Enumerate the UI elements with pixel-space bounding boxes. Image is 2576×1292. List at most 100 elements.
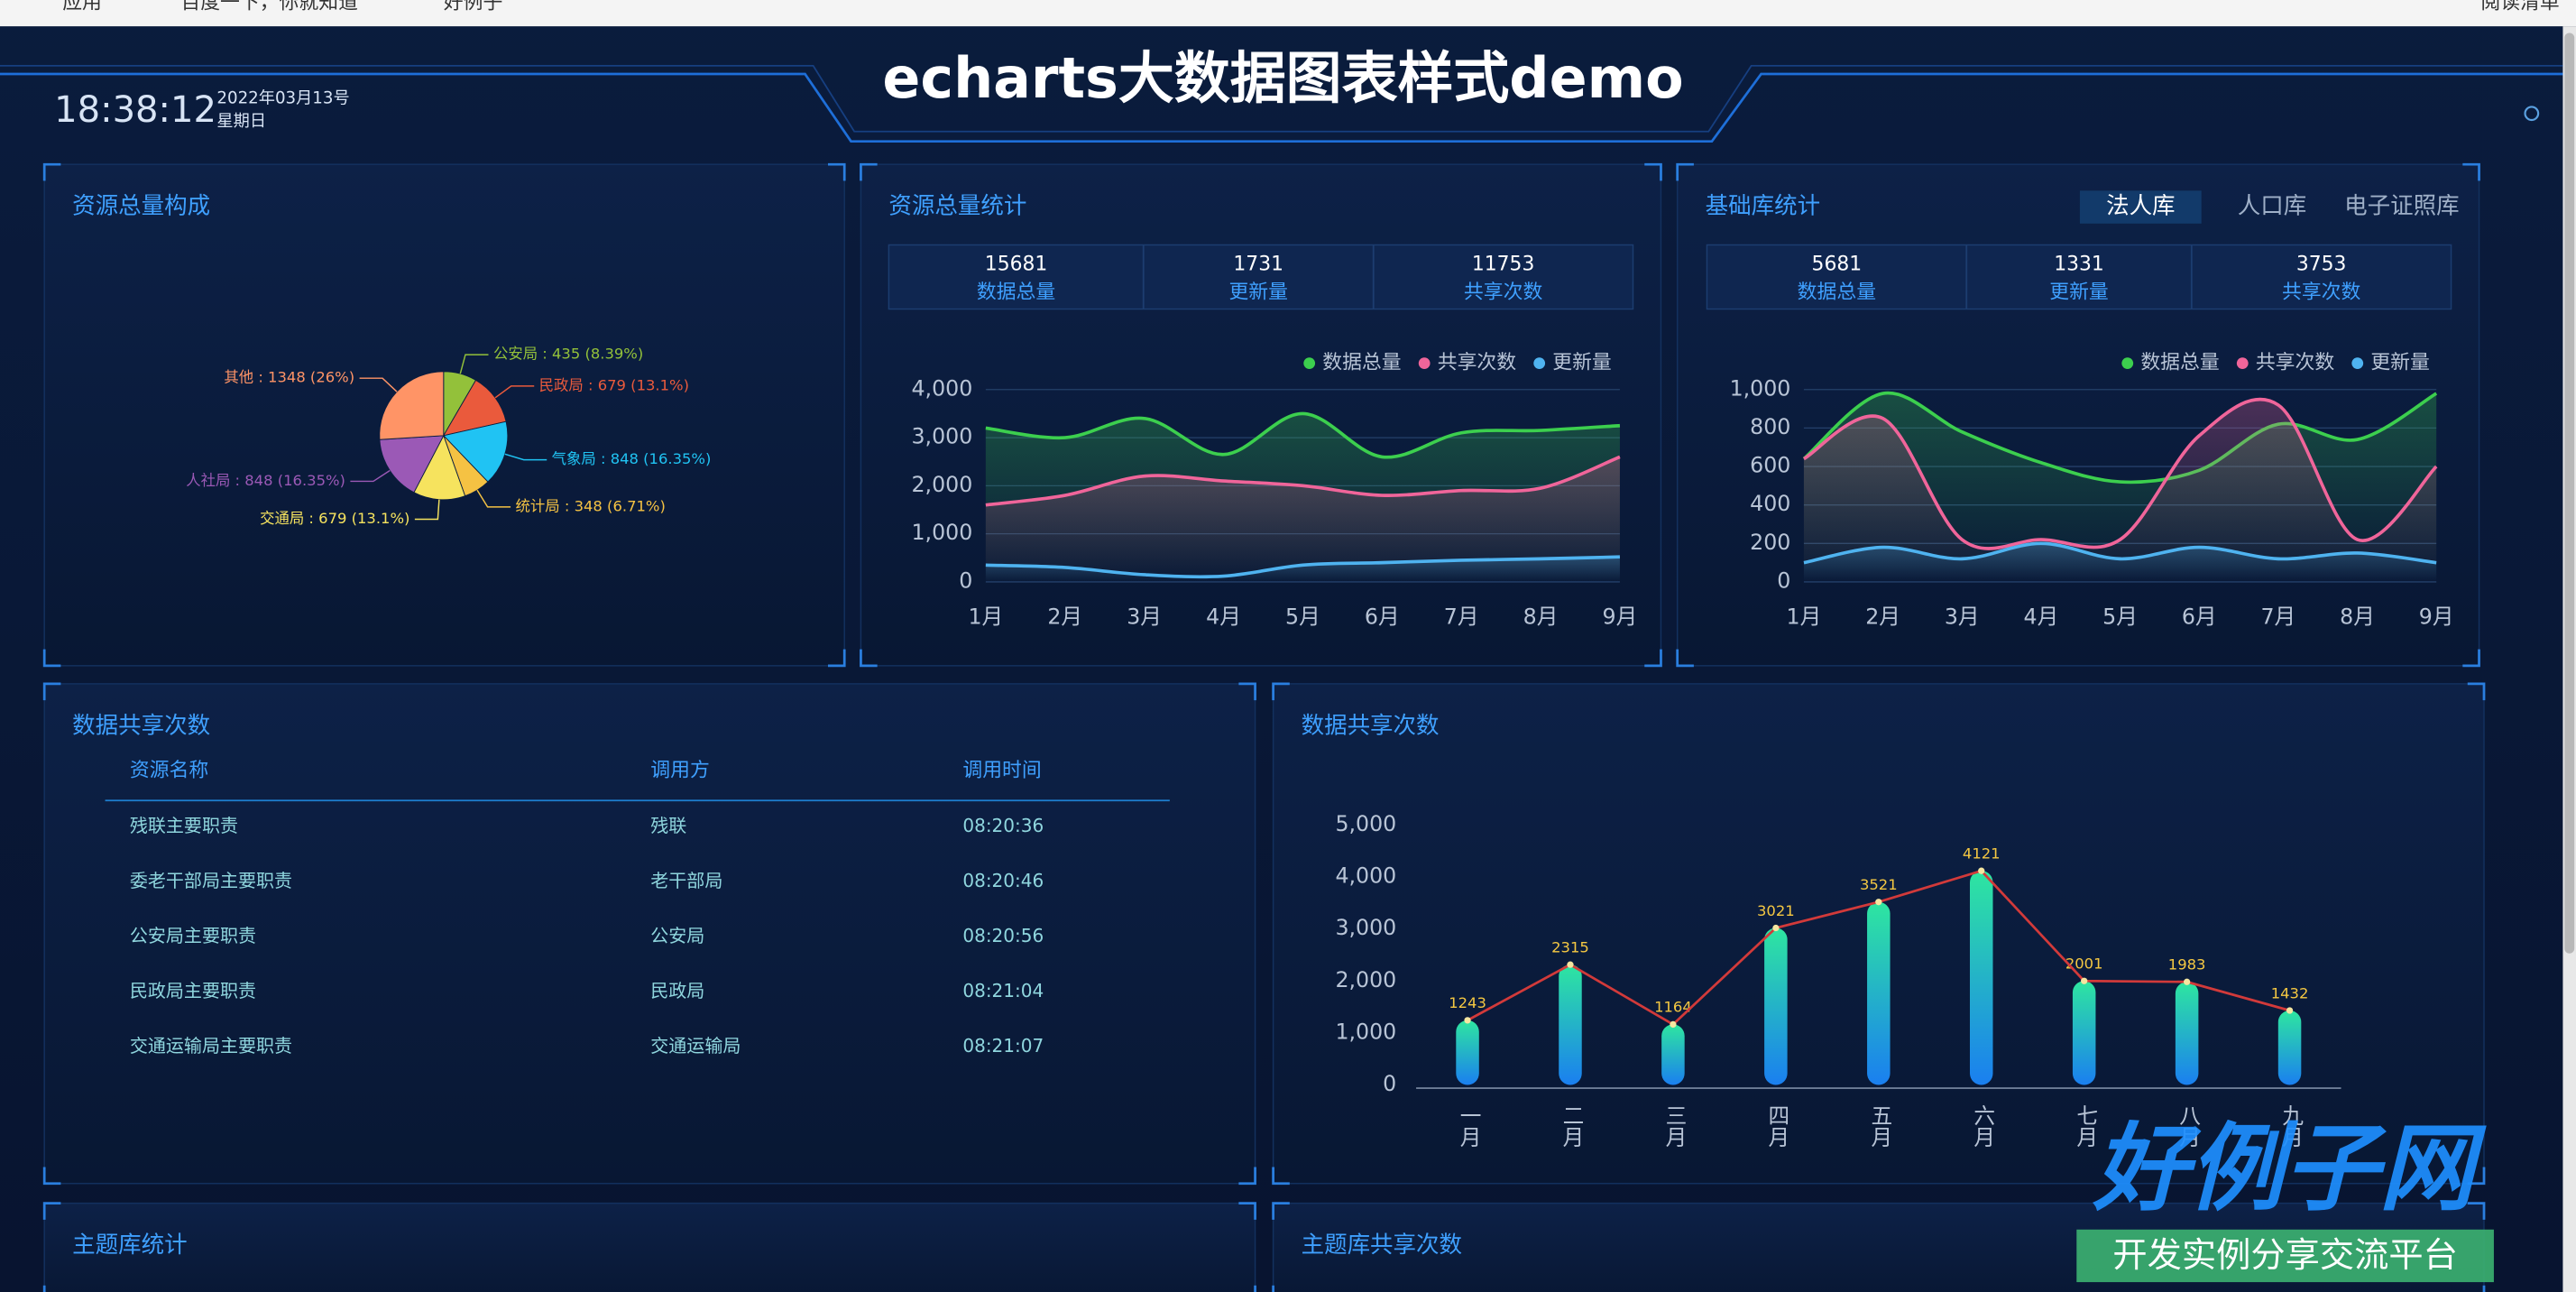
legend-marker[interactable]: [2236, 357, 2249, 370]
y-tick-label: 600: [1750, 453, 1790, 478]
pie-leader: [494, 385, 535, 399]
table-cell: 08:21:07: [962, 1035, 1044, 1057]
bookmark[interactable]: 百度一下，你就知道: [180, 0, 358, 14]
legend-label[interactable]: 数据总量: [1322, 352, 1401, 374]
x-tick-label: 七月: [2073, 1104, 2098, 1148]
stat-label: 共享次数: [1464, 281, 1543, 303]
bar: [2175, 982, 2199, 1085]
x-tick-label: 8月: [2340, 604, 2375, 630]
y-tick-label: 1,000: [1335, 1019, 1396, 1044]
table-cell: 交通运输局主要职责: [130, 1035, 292, 1057]
pie-label: 交通局 : 679 (13.1%): [260, 510, 409, 527]
bar-value-label: 1243: [1449, 994, 1486, 1011]
area: [1803, 399, 2437, 582]
bar-value-label: 2001: [2065, 955, 2103, 973]
area: [1803, 543, 2437, 582]
y-tick-label: 3,000: [1335, 915, 1396, 940]
tab[interactable]: 人口库: [2238, 193, 2307, 220]
bar-value-label: 3021: [1757, 902, 1795, 919]
pie-label: 气象局 : 848 (16.35%): [552, 450, 712, 467]
panel: [1676, 163, 2480, 667]
bar-value-label: 1432: [2271, 984, 2309, 1001]
watermark-slogan: 开发实例分享交流平台: [2112, 1235, 2457, 1276]
x-tick-label: 9月: [1603, 604, 1638, 630]
x-tick-label: 4月: [2024, 604, 2059, 630]
pie-leader: [414, 499, 440, 521]
table-cell: 交通运输局: [650, 1035, 741, 1057]
legend-marker[interactable]: [1303, 357, 1316, 370]
bookmark[interactable]: 应用: [62, 0, 102, 14]
stat-value: 15681: [985, 253, 1047, 275]
line: [1803, 541, 2437, 565]
pie-slice: [442, 379, 507, 437]
table-cell: 残联主要职责: [130, 815, 238, 836]
stat-value: 1331: [2054, 253, 2104, 275]
trend-point: [1567, 961, 1574, 968]
table-cell: 08:20:36: [962, 815, 1044, 836]
legend-label[interactable]: 更新量: [2370, 352, 2430, 374]
table-header: 资源名称: [130, 759, 208, 781]
panel-corner: [860, 162, 1662, 668]
table-cell: 民政局: [650, 980, 704, 1001]
x-tick-label: 5月: [1285, 604, 1320, 630]
location-icon[interactable]: [2524, 106, 2540, 122]
bar-value-label: 1164: [1654, 999, 1692, 1016]
x-tick-label: 1月: [1787, 604, 1822, 630]
x-tick-label: 5月: [2102, 604, 2138, 630]
panel-title: 基础库统计: [1706, 193, 1820, 220]
stat-label: 共享次数: [2282, 281, 2361, 303]
y-tick-label: 1,000: [1730, 375, 1791, 401]
legend-label[interactable]: 共享次数: [2256, 352, 2335, 374]
y-tick-label: 0: [1777, 568, 1790, 593]
clock: 18:38:12: [54, 89, 216, 131]
x-tick-label: 7月: [1444, 604, 1479, 630]
bar-value-label: 1983: [2168, 956, 2206, 974]
bookmark[interactable]: 好例子: [444, 0, 503, 14]
legend-marker[interactable]: [1533, 357, 1546, 370]
panel-title: 资源总量统计: [888, 193, 1026, 220]
y-tick-label: 4,000: [912, 375, 973, 401]
legend-label[interactable]: 更新量: [1552, 352, 1612, 374]
stats-box: [1706, 244, 2452, 310]
scroll-thumb[interactable]: [2564, 32, 2575, 954]
table-header: 调用方: [650, 759, 710, 781]
tab[interactable]: 电子证照库: [2344, 193, 2459, 220]
x-tick-label: 6月: [2182, 604, 2217, 630]
tab[interactable]: 法人库: [2106, 193, 2176, 220]
panel: [43, 683, 1256, 1185]
bar-value-label: 3521: [1860, 876, 1898, 893]
area: [985, 457, 1620, 582]
legend-marker[interactable]: [1418, 357, 1431, 370]
table-cell: 08:20:56: [962, 925, 1044, 946]
panel-corner: [42, 162, 846, 668]
pie-slice: [379, 435, 445, 494]
pie-leader: [359, 377, 398, 392]
legend-label[interactable]: 数据总量: [2140, 352, 2219, 374]
x-tick-label: 3月: [1127, 604, 1162, 630]
pie-label: 公安局 : 435 (8.39%): [493, 346, 643, 363]
x-tick-label: 八月: [2176, 1104, 2201, 1148]
table-cell: 残联: [650, 815, 686, 836]
stat-value: 3753: [2296, 253, 2347, 275]
trend-point: [1772, 924, 1780, 932]
stats-box: [888, 244, 1634, 310]
bookmark-bar: [0, 0, 2576, 27]
line: [1802, 397, 2438, 550]
header-frame: [0, 72, 2563, 143]
legend-label[interactable]: 共享次数: [1438, 352, 1517, 374]
stat-value: 11753: [1472, 253, 1534, 275]
line: [985, 555, 1620, 579]
stat-label: 更新量: [1228, 281, 1288, 303]
legend-marker[interactable]: [2121, 357, 2134, 370]
y-tick-label: 5,000: [1335, 811, 1396, 836]
panel-corner: [1676, 162, 2480, 668]
pie-leader: [350, 469, 391, 483]
panel-title: 数据共享次数: [1302, 712, 1440, 739]
page-title: echarts大数据图表样式demo: [882, 46, 1683, 111]
trend-point: [2081, 977, 2088, 984]
y-tick-label: 0: [1383, 1071, 1396, 1096]
reading-list[interactable]: 阅读清单: [2480, 0, 2559, 14]
header-frame: [0, 64, 2563, 133]
legend-marker[interactable]: [2351, 357, 2364, 370]
